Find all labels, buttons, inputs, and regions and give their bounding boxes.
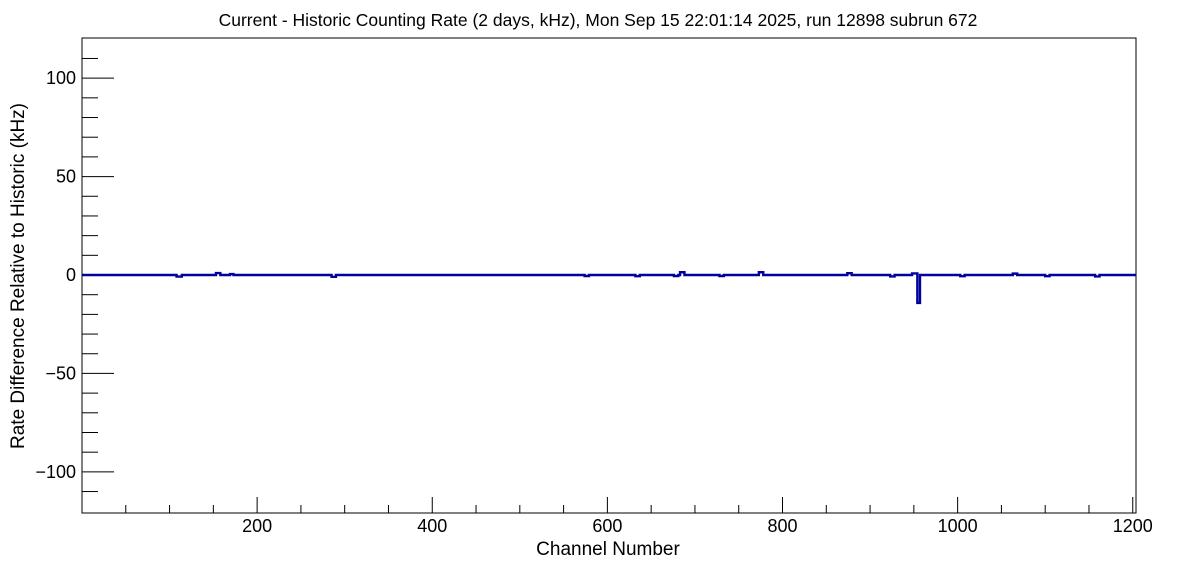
x-axis-title: Channel Number xyxy=(536,539,680,560)
rate-difference-series xyxy=(82,271,1136,305)
y-axis-title: Rate Difference Relative to Historic (kH… xyxy=(8,103,29,449)
chart-layer: 200 400 600 800 1000 1200 100 50 0 −50 −100 xyxy=(35,37,1153,536)
y-tick-label: 50 xyxy=(56,167,76,187)
x-tick-label: 1200 xyxy=(1113,516,1153,536)
x-tick-label: 600 xyxy=(592,516,622,536)
y-tick-label: −100 xyxy=(35,462,76,482)
y-tick-label: 100 xyxy=(46,68,76,88)
chart-title: Current - Historic Counting Rate (2 days… xyxy=(219,10,978,30)
x-tick-label: 1000 xyxy=(938,516,978,536)
y-tick-label: 0 xyxy=(66,265,76,285)
y-tick-label: −50 xyxy=(45,363,76,383)
x-tick-label: 800 xyxy=(767,516,797,536)
x-tick-label: 200 xyxy=(242,516,272,536)
x-tick-label: 400 xyxy=(417,516,447,536)
